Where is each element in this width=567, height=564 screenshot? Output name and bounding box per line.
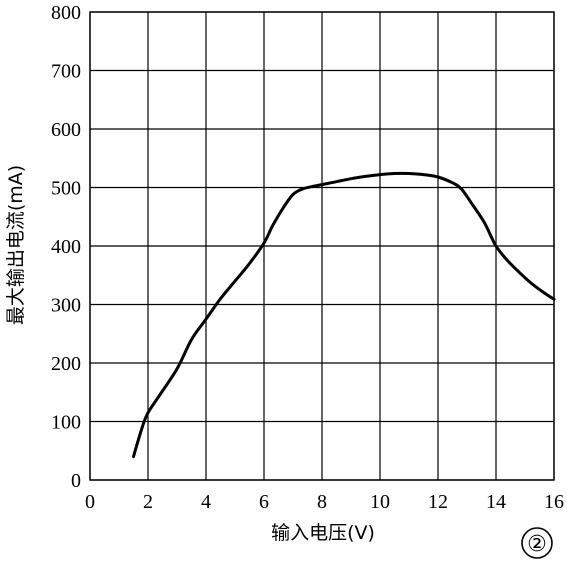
x-tick-label: 4 (201, 491, 211, 513)
x-axis-ticks: 0 2 4 6 8 10 12 14 16 (85, 491, 564, 513)
x-tick-label: 8 (317, 491, 327, 513)
figure-number-badge: ② (521, 527, 553, 559)
y-tick-label: 600 (51, 119, 81, 141)
series-line-max-output-current (132, 171, 556, 459)
y-tick-label: 300 (51, 295, 81, 317)
figure-number-label: ② (527, 532, 547, 557)
y-tick-label: 200 (51, 353, 81, 375)
y-axis-title: 最大输出电流(mA) (5, 165, 27, 325)
x-tick-label: 0 (85, 491, 95, 513)
y-tick-label: 800 (51, 2, 81, 24)
x-tick-label: 6 (259, 491, 269, 513)
x-tick-label: 14 (486, 491, 506, 513)
y-tick-label: 700 (51, 61, 81, 83)
y-tick-label: 0 (71, 470, 81, 492)
grid-lines (89, 11, 555, 481)
x-tick-label: 12 (428, 491, 448, 513)
y-tick-label: 400 (51, 236, 81, 258)
x-tick-label: 16 (544, 491, 564, 513)
x-axis-title: 输入电压(V) (271, 522, 375, 544)
plot-frame (89, 11, 555, 481)
x-tick-label: 2 (143, 491, 153, 513)
y-axis-ticks: 0 100 200 300 400 500 600 700 800 (51, 2, 81, 492)
y-tick-label: 500 (51, 178, 81, 200)
y-tick-label: 100 (51, 412, 81, 434)
x-tick-label: 10 (370, 491, 390, 513)
figure-number-circle (521, 527, 553, 559)
